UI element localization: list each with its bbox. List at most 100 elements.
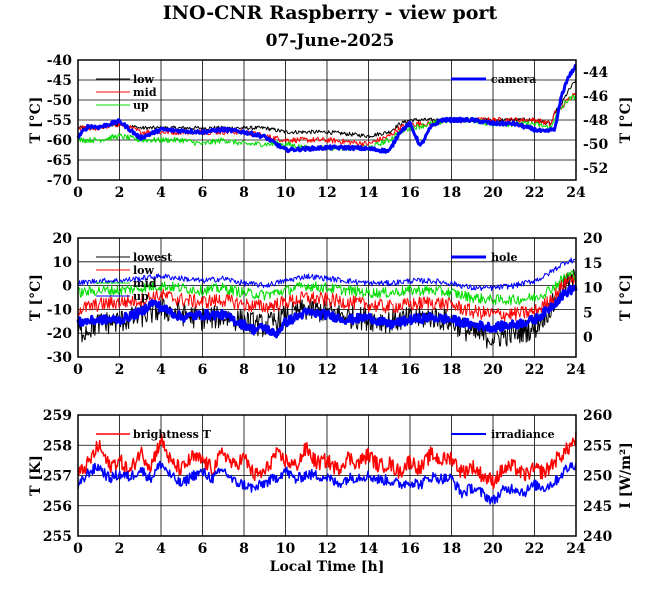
y2-tick-label: -50 [583, 137, 609, 153]
y2-tick-label: 0 [583, 330, 593, 346]
legend-label: low [133, 264, 155, 277]
y-tick-label: 259 [43, 408, 72, 424]
y-axis-label: T [°C] [28, 274, 44, 321]
legend-label: mid [133, 86, 157, 99]
y-axis-label: T [K] [28, 455, 44, 496]
x-tick-label: 0 [73, 362, 83, 378]
y-tick-label: -60 [47, 133, 73, 149]
y2-tick-label: 10 [583, 281, 603, 297]
x-tick-label: 8 [239, 362, 249, 378]
x-tick-label: 2 [115, 185, 125, 201]
y-axis-label: T [°C] [28, 97, 44, 144]
series-line-hole [76, 284, 578, 339]
x-tick-label: 8 [239, 185, 249, 201]
y2-tick-label: 255 [583, 438, 612, 454]
series-line-camera [76, 64, 577, 154]
y-tick-label: -20 [47, 326, 73, 342]
y2-tick-label: 245 [583, 499, 612, 515]
legend-label: camera [491, 73, 536, 86]
legend-label: lowest [133, 251, 173, 264]
y-tick-label: 0 [62, 279, 72, 295]
x-tick-label: 20 [483, 362, 503, 378]
plot-frame [77, 414, 577, 537]
y2-tick-label: -48 [583, 113, 608, 129]
x-tick-label: 16 [400, 541, 419, 557]
x-tick-label: 14 [359, 362, 379, 378]
y-tick-label: -30 [47, 350, 73, 366]
y-tick-label: -70 [47, 173, 73, 189]
legend-label: low [133, 73, 155, 86]
x-tick-label: 4 [156, 541, 166, 557]
y2-tick-label: -44 [583, 65, 609, 81]
chart-title: INO-CNR Raspberry - view port [162, 2, 498, 24]
x-tick-label: 12 [317, 541, 336, 557]
x-tick-label: 4 [156, 362, 166, 378]
x-tick-label: 10 [276, 541, 296, 557]
y-tick-label: -50 [47, 93, 73, 109]
y-tick-label: -55 [47, 113, 72, 129]
x-axis-label: Local Time [h] [270, 559, 385, 575]
x-tick-label: 22 [525, 185, 544, 201]
y2-tick-label: -46 [583, 89, 608, 105]
x-tick-label: 20 [483, 185, 503, 201]
y2-tick-label: -52 [583, 161, 608, 177]
series-line-brightness-T [77, 432, 577, 490]
y-tick-label: 257 [43, 469, 72, 485]
series-line-irradiance [77, 460, 577, 505]
y2-tick-label: 5 [583, 305, 593, 321]
plot-frame [77, 59, 577, 181]
x-tick-label: 20 [483, 541, 503, 557]
x-tick-label: 22 [525, 541, 544, 557]
x-tick-label: 6 [198, 541, 208, 557]
x-tick-label: 24 [566, 541, 586, 557]
y-tick-label: 256 [43, 499, 72, 515]
x-tick-label: 14 [359, 541, 379, 557]
x-tick-label: 2 [115, 362, 125, 378]
legend-label: up [133, 99, 149, 112]
y-tick-label: -65 [47, 153, 72, 169]
x-tick-label: 0 [73, 541, 83, 557]
y2-tick-label: 240 [583, 529, 612, 545]
chart-subtitle: 07-June-2025 [265, 31, 395, 51]
x-tick-label: 14 [359, 185, 379, 201]
y2-tick-label: 250 [583, 469, 612, 485]
x-tick-label: 10 [276, 362, 296, 378]
x-tick-label: 24 [566, 362, 586, 378]
x-tick-label: 2 [115, 541, 125, 557]
x-tick-label: 12 [317, 185, 336, 201]
plot-frame [77, 237, 577, 358]
x-tick-label: 4 [156, 185, 166, 201]
x-tick-label: 6 [198, 362, 208, 378]
legend-label: brightness T [133, 428, 212, 441]
legend-label: up [133, 290, 149, 303]
y2-axis-label: T [°C] [618, 97, 634, 144]
x-tick-label: 16 [400, 185, 419, 201]
y-tick-label: -45 [47, 73, 72, 89]
x-tick-label: 16 [400, 362, 419, 378]
x-tick-label: 0 [73, 185, 83, 201]
x-tick-label: 8 [239, 541, 249, 557]
y2-tick-label: 15 [583, 256, 602, 272]
y2-tick-label: 20 [583, 231, 603, 247]
legend-label: hole [491, 251, 518, 264]
x-tick-label: 18 [442, 185, 461, 201]
series-line-low [77, 273, 577, 322]
x-tick-label: 18 [442, 541, 461, 557]
y2-tick-label: 260 [583, 408, 612, 424]
series-line-mid [77, 92, 577, 147]
series-line-mid [77, 270, 577, 306]
y-tick-label: -10 [47, 302, 73, 318]
y-tick-label: 20 [53, 231, 73, 247]
x-tick-label: 12 [317, 362, 336, 378]
legend-label: mid [133, 277, 157, 290]
x-tick-label: 18 [442, 362, 461, 378]
y2-axis-label: I [W/m²] [618, 442, 634, 508]
x-tick-label: 10 [276, 185, 296, 201]
y-tick-label: 255 [43, 529, 72, 545]
y-tick-label: 10 [53, 255, 73, 271]
legend-label: irradiance [491, 428, 555, 441]
y2-axis-label: T [°C] [618, 274, 634, 321]
x-tick-label: 22 [525, 362, 544, 378]
y-tick-label: 258 [43, 438, 72, 454]
